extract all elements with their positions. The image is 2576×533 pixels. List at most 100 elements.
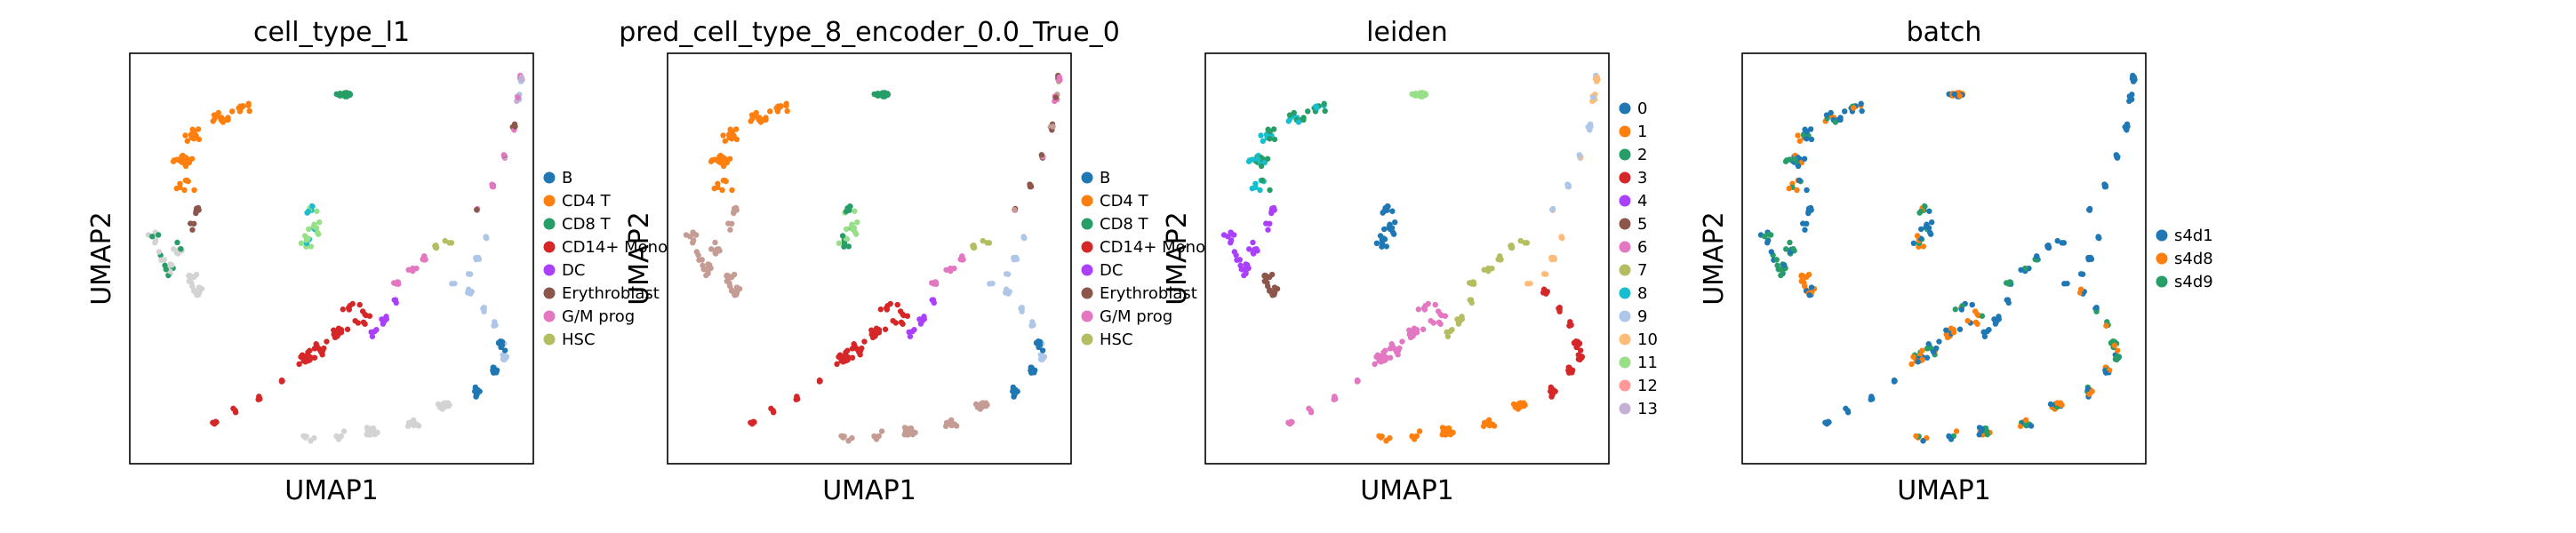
panel-title: pred_cell_type_8_encoder_0.0_True_0 bbox=[619, 17, 1120, 48]
scatter-point bbox=[410, 422, 417, 428]
scatter-point bbox=[783, 100, 789, 107]
scatter-point bbox=[186, 273, 192, 279]
scatter-point bbox=[2018, 266, 2024, 273]
legend-label: CD4 T bbox=[1100, 192, 1149, 211]
scatter-point bbox=[1924, 354, 1931, 361]
scatter-point bbox=[1767, 232, 1774, 238]
scatter-point bbox=[405, 266, 412, 273]
legend-label: Erythroblast bbox=[1100, 284, 1197, 303]
scatter-point bbox=[1958, 306, 1965, 313]
scatter-point bbox=[1264, 155, 1271, 162]
scatter-point bbox=[331, 327, 337, 333]
scatter-point bbox=[1036, 342, 1044, 348]
scatter-point bbox=[716, 245, 722, 252]
scatter-point bbox=[2061, 281, 2068, 287]
scatter-point bbox=[844, 347, 851, 354]
legend-label: 3 bbox=[1637, 169, 1647, 187]
scatter-point bbox=[1267, 220, 1273, 227]
scatter-point bbox=[849, 346, 856, 352]
scatter-point bbox=[1991, 316, 1997, 322]
scatter-point bbox=[707, 262, 713, 268]
scatter-point bbox=[844, 226, 850, 233]
scatter-point bbox=[174, 239, 180, 246]
scatter-point bbox=[720, 132, 726, 139]
scatter-point bbox=[1258, 132, 1264, 139]
scatter-point bbox=[1389, 229, 1396, 235]
scatter-point bbox=[465, 286, 472, 292]
scatter-point bbox=[1459, 316, 1466, 322]
scatter-point bbox=[1556, 304, 1563, 311]
scatter-point bbox=[359, 308, 366, 314]
scatter-point bbox=[763, 116, 769, 123]
scatter-point bbox=[816, 377, 823, 384]
scatter-point bbox=[501, 347, 508, 354]
scatter-point bbox=[1956, 92, 1963, 99]
scatter-point bbox=[757, 119, 764, 125]
legend-marker bbox=[1619, 333, 1631, 346]
scatter-point bbox=[1919, 356, 1925, 363]
panel-2: pred_cell_type_8_encoder_0.0_True_0 UMAP1… bbox=[619, 17, 1205, 506]
scatter-point bbox=[373, 326, 380, 333]
scatter-point bbox=[1415, 306, 1421, 313]
scatter-point bbox=[1447, 428, 1453, 435]
scatter-point bbox=[1808, 284, 1815, 290]
scatter-point bbox=[768, 405, 774, 412]
scatter-point bbox=[1305, 108, 1311, 115]
scatter-point bbox=[732, 292, 738, 298]
legend-marker bbox=[1619, 218, 1631, 230]
x-axis-label: UMAP1 bbox=[822, 475, 916, 506]
scatter-point bbox=[1406, 331, 1412, 338]
scatter-point bbox=[1286, 112, 1293, 118]
scatter-point bbox=[1953, 428, 1960, 434]
scatter-point bbox=[1795, 163, 1802, 170]
scatter-point bbox=[1794, 187, 1800, 194]
scatter-point bbox=[1922, 203, 1928, 210]
legend-label: s4d8 bbox=[2174, 250, 2213, 268]
scatter-point bbox=[699, 257, 705, 263]
scatter-point bbox=[1558, 235, 1564, 241]
scatter-point bbox=[215, 109, 221, 116]
scatter-point bbox=[1549, 206, 1556, 213]
scatter-point bbox=[1382, 347, 1388, 354]
scatter-point bbox=[448, 240, 455, 246]
scatter-point bbox=[861, 338, 868, 345]
scatter-point bbox=[916, 316, 923, 322]
scatter-point bbox=[335, 436, 342, 442]
panel-4: batch UMAP1 UMAP2 s4d1 s4d8 s4d9 bbox=[1699, 17, 2213, 506]
scatter-point bbox=[220, 119, 227, 125]
panel-title: leiden bbox=[1366, 17, 1448, 48]
scatter-point bbox=[1542, 271, 1549, 277]
scatter-point bbox=[836, 240, 843, 247]
scatter-point bbox=[1380, 208, 1388, 215]
scatter-point bbox=[1796, 177, 1803, 184]
scatter-point bbox=[700, 266, 707, 273]
scatter-point bbox=[1565, 183, 1572, 190]
legend-marker bbox=[543, 287, 556, 299]
scatter-point bbox=[732, 204, 740, 211]
scatter-point bbox=[1012, 206, 1018, 213]
scatter-point bbox=[1768, 249, 1775, 255]
legend: B CD4 T CD8 T CD14+ Mono DC Erythroblast G/M p… bbox=[543, 169, 668, 349]
scatter-point bbox=[1381, 226, 1388, 233]
scatter-point bbox=[301, 233, 308, 239]
scatter-point bbox=[868, 331, 875, 338]
scatter-point bbox=[1270, 126, 1277, 132]
scatter-point bbox=[1787, 239, 1793, 246]
scatter-point bbox=[180, 156, 186, 163]
x-axis-label: UMAP1 bbox=[284, 475, 379, 506]
scatter-point bbox=[1920, 438, 1926, 444]
scatter-point bbox=[1775, 266, 1781, 273]
legend-marker bbox=[543, 171, 556, 184]
scatter-point bbox=[1956, 326, 1964, 332]
scatter-point bbox=[1981, 333, 1988, 339]
scatter-point bbox=[1373, 240, 1380, 247]
scatter-point bbox=[1948, 436, 1955, 442]
scatter-point bbox=[1869, 395, 1876, 402]
scatter-point bbox=[851, 225, 858, 231]
scatter-point bbox=[1003, 286, 1010, 292]
scatter-point bbox=[1851, 105, 1857, 111]
scatter-point bbox=[1787, 156, 1793, 163]
scatter-point bbox=[931, 281, 937, 287]
legend-label: s4d9 bbox=[2174, 273, 2213, 291]
